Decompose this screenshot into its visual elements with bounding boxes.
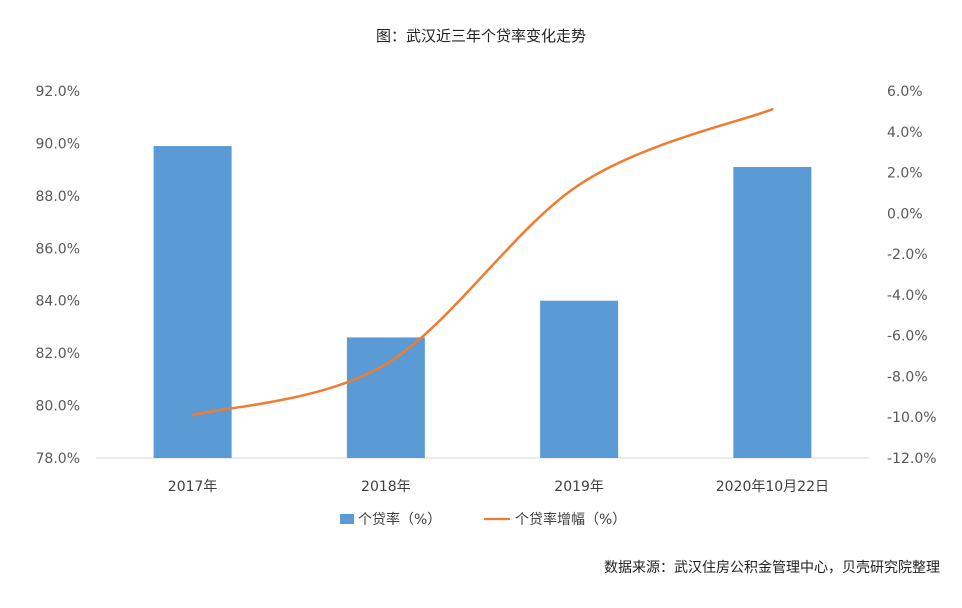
y-left-tick-label: 78.0% bbox=[36, 451, 80, 467]
y-right-tick-label: 4.0% bbox=[887, 125, 923, 141]
legend-label-bar: 个贷率（%） bbox=[358, 511, 441, 528]
y-left-tick-label: 86.0% bbox=[36, 241, 80, 257]
legend-label-line: 个贷率增幅（%） bbox=[515, 511, 626, 528]
y-right-tick-label: -6.0% bbox=[887, 329, 928, 345]
y-left-tick-label: 92.0% bbox=[36, 84, 80, 100]
x-tick-label: 2017年 bbox=[168, 479, 218, 495]
y-right-tick-label: -2.0% bbox=[887, 247, 928, 263]
chart-title: 图：武汉近三年个贷率变化走势 bbox=[376, 27, 586, 45]
y-right-tick-label: 0.0% bbox=[887, 206, 923, 222]
bar bbox=[153, 146, 232, 459]
legend-swatch-bar bbox=[340, 514, 354, 524]
y-right-tick-label: 2.0% bbox=[887, 166, 923, 182]
x-axis: 2017年 2018年 2019年 2020年10月22日 bbox=[168, 479, 829, 495]
source-note: 数据来源：武汉住房公积金管理中心，贝壳研究院整理 bbox=[604, 559, 940, 576]
x-tick-label: 2018年 bbox=[361, 479, 411, 495]
series-line bbox=[191, 108, 774, 417]
x-tick-label: 2019年 bbox=[554, 479, 604, 495]
y-right-tick-label: -12.0% bbox=[887, 451, 937, 467]
y-left-tick-label: 90.0% bbox=[36, 136, 80, 152]
y-right-tick-label: -10.0% bbox=[887, 410, 937, 426]
y-left-tick-label: 84.0% bbox=[36, 294, 80, 310]
bar bbox=[346, 337, 425, 458]
legend: 个贷率（%） 个贷率增幅（%） bbox=[340, 511, 626, 528]
y-right-tick-label: -8.0% bbox=[887, 369, 928, 385]
y-right-tick-label: -4.0% bbox=[887, 288, 928, 304]
bar bbox=[540, 300, 619, 458]
y-left-tick-label: 88.0% bbox=[36, 189, 80, 205]
y-left-tick-label: 82.0% bbox=[36, 346, 80, 362]
y-axis-right: -12.0% -10.0% -8.0% -6.0% -4.0% -2.0% 0.0% 2.0%… bbox=[887, 84, 937, 467]
y-axis-left: 78.0% 80.0% 82.0% 84.0% 86.0% 88.0% 90.0% 92.0% bbox=[36, 84, 80, 467]
y-left-tick-label: 80.0% bbox=[36, 399, 80, 415]
x-tick-label: 2020年10月22日 bbox=[716, 479, 829, 495]
y-right-tick-label: 6.0% bbox=[887, 84, 923, 100]
line-series bbox=[191, 108, 774, 417]
bar-series bbox=[153, 146, 812, 459]
bar bbox=[733, 167, 812, 458]
